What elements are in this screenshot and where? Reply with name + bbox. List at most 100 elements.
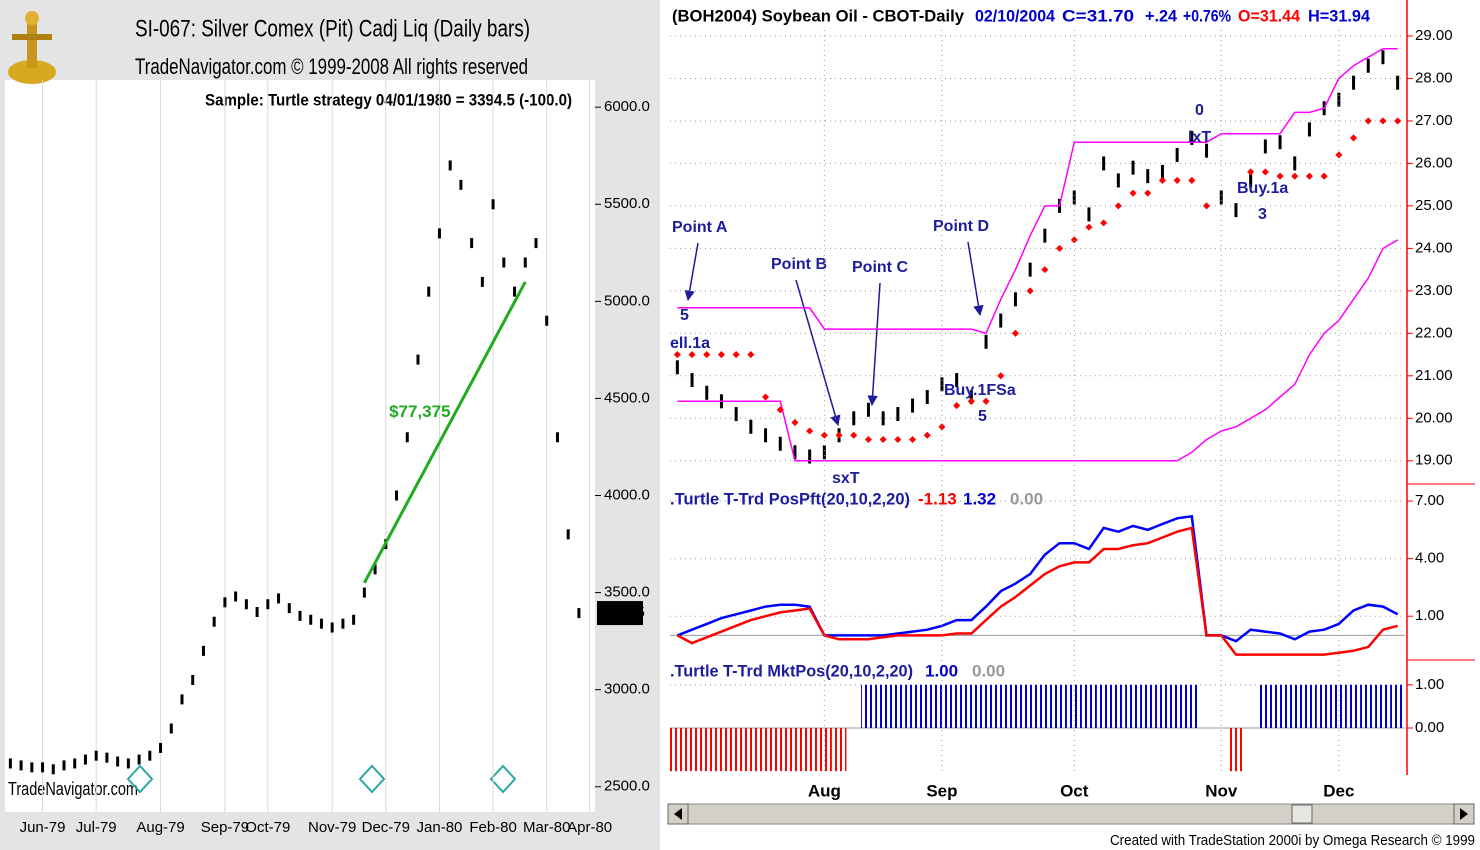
price-bar (1249, 173, 1253, 188)
stop-dot (938, 423, 946, 431)
price-bar (822, 445, 826, 460)
stop-dot (762, 393, 770, 401)
position-bar (934, 684, 950, 728)
stop-dot (688, 351, 696, 359)
price-bar (1131, 160, 1135, 175)
trade-label: $77,375 (389, 402, 450, 421)
stop-dot (835, 431, 843, 439)
header-text: (BOH2004) Soybean Oil - CBOT-Daily (672, 6, 965, 25)
position-bar (743, 727, 759, 772)
annotation: 0 (1195, 102, 1204, 119)
position-bar (875, 684, 891, 728)
price-bar (169, 723, 173, 734)
price-bar (513, 286, 517, 297)
price-bar (319, 618, 323, 629)
price-bar (1219, 190, 1223, 205)
x-tick-label: Jun-79 (20, 819, 66, 836)
left-plot-bg (5, 80, 595, 812)
price-bar (159, 742, 163, 753)
price-bar (1234, 203, 1238, 218)
pane-label: .Turtle T-Trd MktPos(20,10,2,20) (670, 661, 913, 680)
price-bar (373, 564, 377, 575)
price-bar (545, 315, 549, 326)
price-bar (180, 694, 184, 705)
annotation: 3 (1258, 206, 1267, 223)
price-bar (1307, 122, 1311, 137)
price-bar (734, 407, 738, 422)
position-bar (861, 684, 876, 728)
position-bar (978, 684, 994, 728)
price-bar (437, 228, 441, 239)
annotation: Buy.1FSa (944, 382, 1016, 399)
price-bar (969, 390, 973, 405)
y-tick-label: 3000.0 (604, 681, 650, 698)
price-bar (19, 760, 23, 771)
stop-dot (717, 351, 725, 359)
price-bar (223, 597, 227, 608)
stop-dot (791, 418, 799, 427)
price-bar (534, 238, 538, 249)
position-bar (802, 727, 817, 772)
header-text: H=31.94 (1308, 6, 1371, 25)
annotation: Buy.1a (1237, 180, 1288, 197)
price-bar (41, 762, 45, 773)
price-bar (1205, 143, 1209, 158)
profit-line (676, 526, 1399, 656)
readout: 1.00 (925, 661, 958, 680)
price-bar (1352, 75, 1356, 90)
pane-label: .Turtle T-Trd PosPft(20,10,2,20) (670, 489, 910, 508)
price-bar (201, 645, 205, 656)
y-tick-label: 27.00 (1415, 112, 1453, 129)
channel-line (677, 239, 1399, 462)
price-bar (808, 449, 812, 464)
position-bar (905, 684, 920, 728)
y-tick-label: 4000.0 (604, 486, 650, 503)
stop-dot (864, 435, 872, 444)
stop-dot (953, 402, 961, 410)
header-text: 02/10/2004 (975, 6, 1056, 25)
stop-dot (850, 431, 858, 439)
price-bar (764, 428, 768, 443)
channel-line (677, 47, 1398, 335)
price-bar (405, 432, 409, 443)
price-bar (502, 257, 506, 268)
y-tick-label: 0.00 (1415, 719, 1444, 736)
y-tick-label: 19.00 (1415, 452, 1453, 469)
price-bar (705, 385, 709, 400)
x-tick-label: Sep (926, 781, 957, 800)
price-bar (73, 758, 77, 769)
annotation: lxT (1188, 129, 1211, 146)
x-tick-label: Nov (1205, 781, 1238, 800)
x-tick-label: Nov-79 (308, 819, 356, 836)
position-bar (964, 684, 979, 728)
profit-line (676, 514, 1399, 643)
left-subtitle: TradeNavigator.com © 1999-2008 All right… (135, 54, 528, 79)
annotation: Point D (933, 218, 989, 235)
footer: Created with TradeStation 2000i by Omega… (1110, 832, 1475, 849)
position-bar (1169, 684, 1185, 728)
y-tick-label: 6000.0 (604, 98, 650, 115)
stop-dot (806, 427, 814, 435)
x-tick-label: Oct-79 (245, 819, 290, 836)
annotation: Point B (771, 256, 827, 273)
price-bar (1028, 262, 1032, 277)
last-value-label: 3394.5 (599, 604, 645, 621)
price-bar (577, 608, 581, 619)
price-bar (1190, 130, 1194, 145)
price-bar (416, 354, 420, 365)
left-title: SI-067: Silver Comex (Pit) Cadj Liq (Dai… (135, 15, 530, 42)
price-bar (448, 160, 452, 171)
x-tick-label: Feb-80 (469, 819, 517, 836)
price-bar (955, 373, 959, 388)
y-tick-label: 1.00 (1415, 676, 1444, 693)
price-bar (234, 591, 238, 602)
price-bar (1175, 147, 1179, 162)
position-bar (1081, 684, 1097, 728)
price-bar (148, 750, 152, 761)
header-text: C=31.70 (1062, 6, 1134, 25)
stop-dot (776, 406, 784, 414)
scrollbar[interactable] (667, 803, 1475, 825)
readout: 0.00 (1010, 489, 1043, 508)
price-bar (266, 599, 270, 610)
y-tick-label: 4500.0 (604, 389, 650, 406)
